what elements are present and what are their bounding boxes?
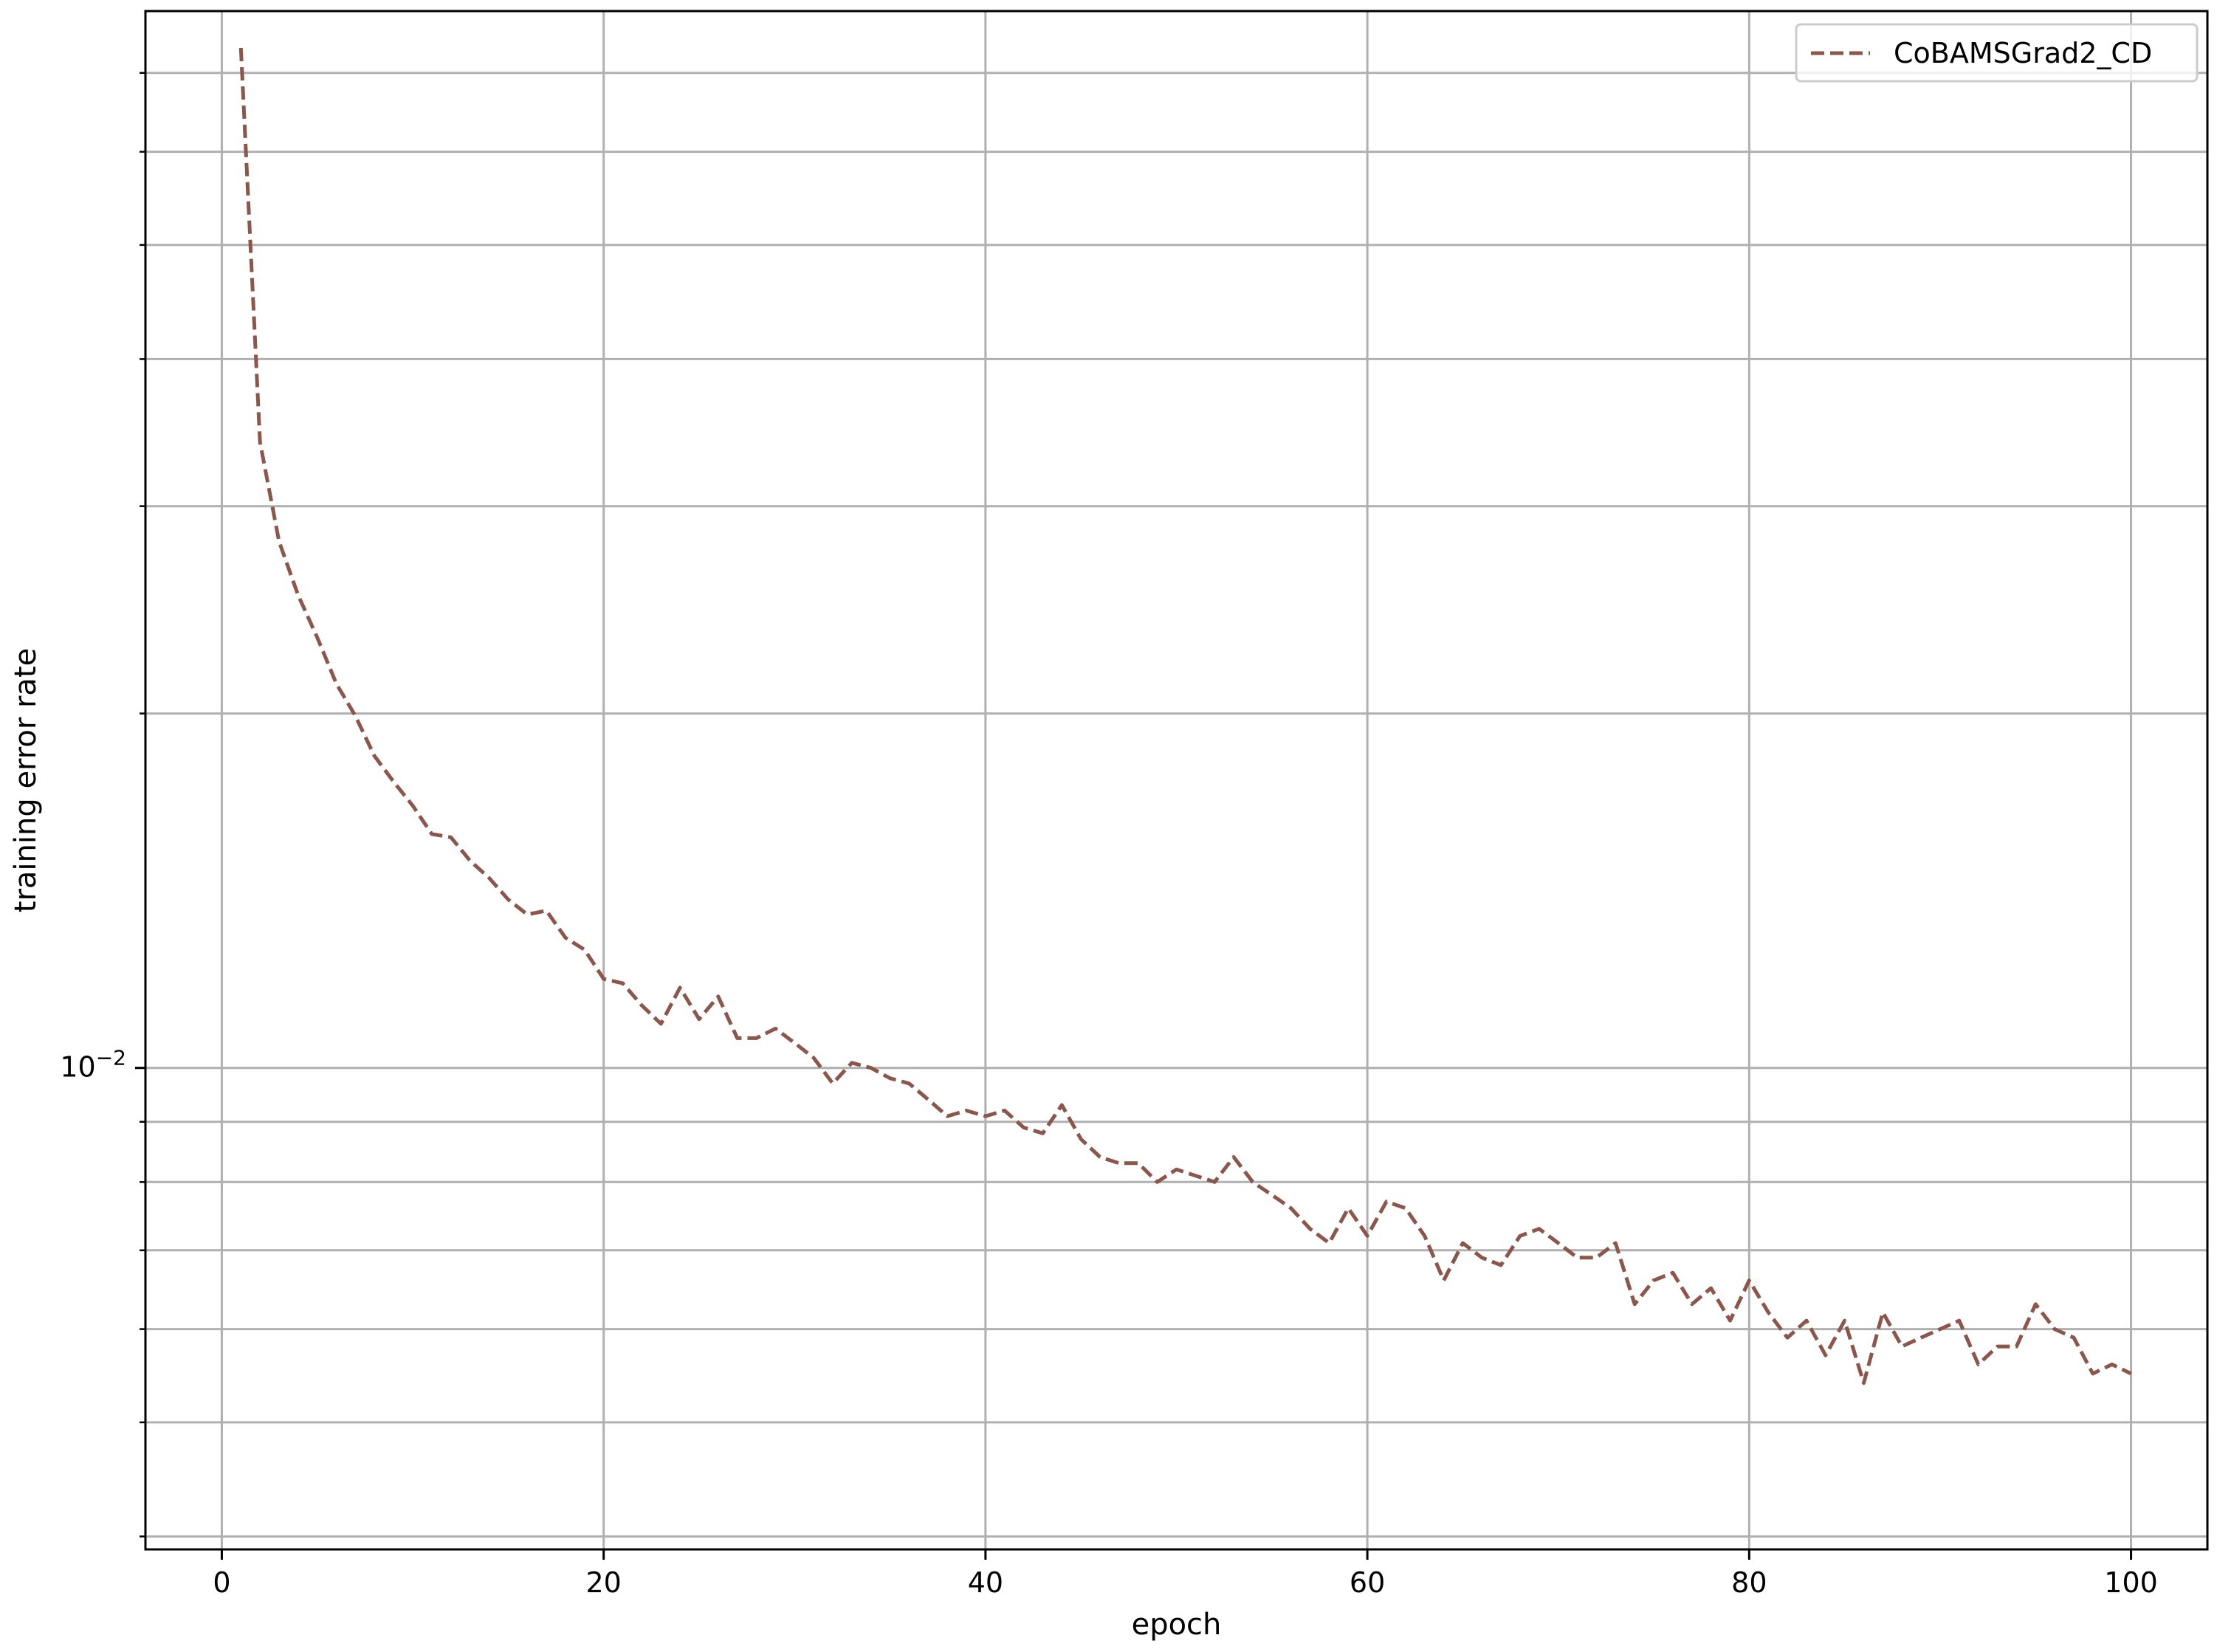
y-tick-label: 10−2 — [60, 1046, 126, 1084]
x-axis-label: epoch — [1132, 1608, 1222, 1642]
grid-lines — [145, 11, 2207, 1549]
series-line — [238, 47, 2132, 1386]
axis-ticks — [135, 72, 2133, 1560]
x-tick-label: 80 — [1731, 1566, 1767, 1599]
x-tick-label: 0 — [213, 1566, 230, 1599]
plot-area-frame — [144, 10, 2209, 1551]
tick-labels: 0 20 40 60 80 100 10−2 — [60, 1046, 2157, 1599]
x-tick-label: 20 — [585, 1566, 621, 1599]
series-layer — [238, 47, 2132, 1386]
legend: CoBAMSGrad2_CD — [1795, 23, 2199, 83]
y-axis-label: training error rate — [9, 648, 43, 912]
x-tick-label: 60 — [1350, 1566, 1385, 1599]
x-tick-label: 40 — [968, 1566, 1003, 1599]
x-tick-label: 100 — [2104, 1566, 2158, 1599]
legend-label: CoBAMSGrad2_CD — [1894, 37, 2152, 69]
legend-box — [1795, 23, 2199, 83]
